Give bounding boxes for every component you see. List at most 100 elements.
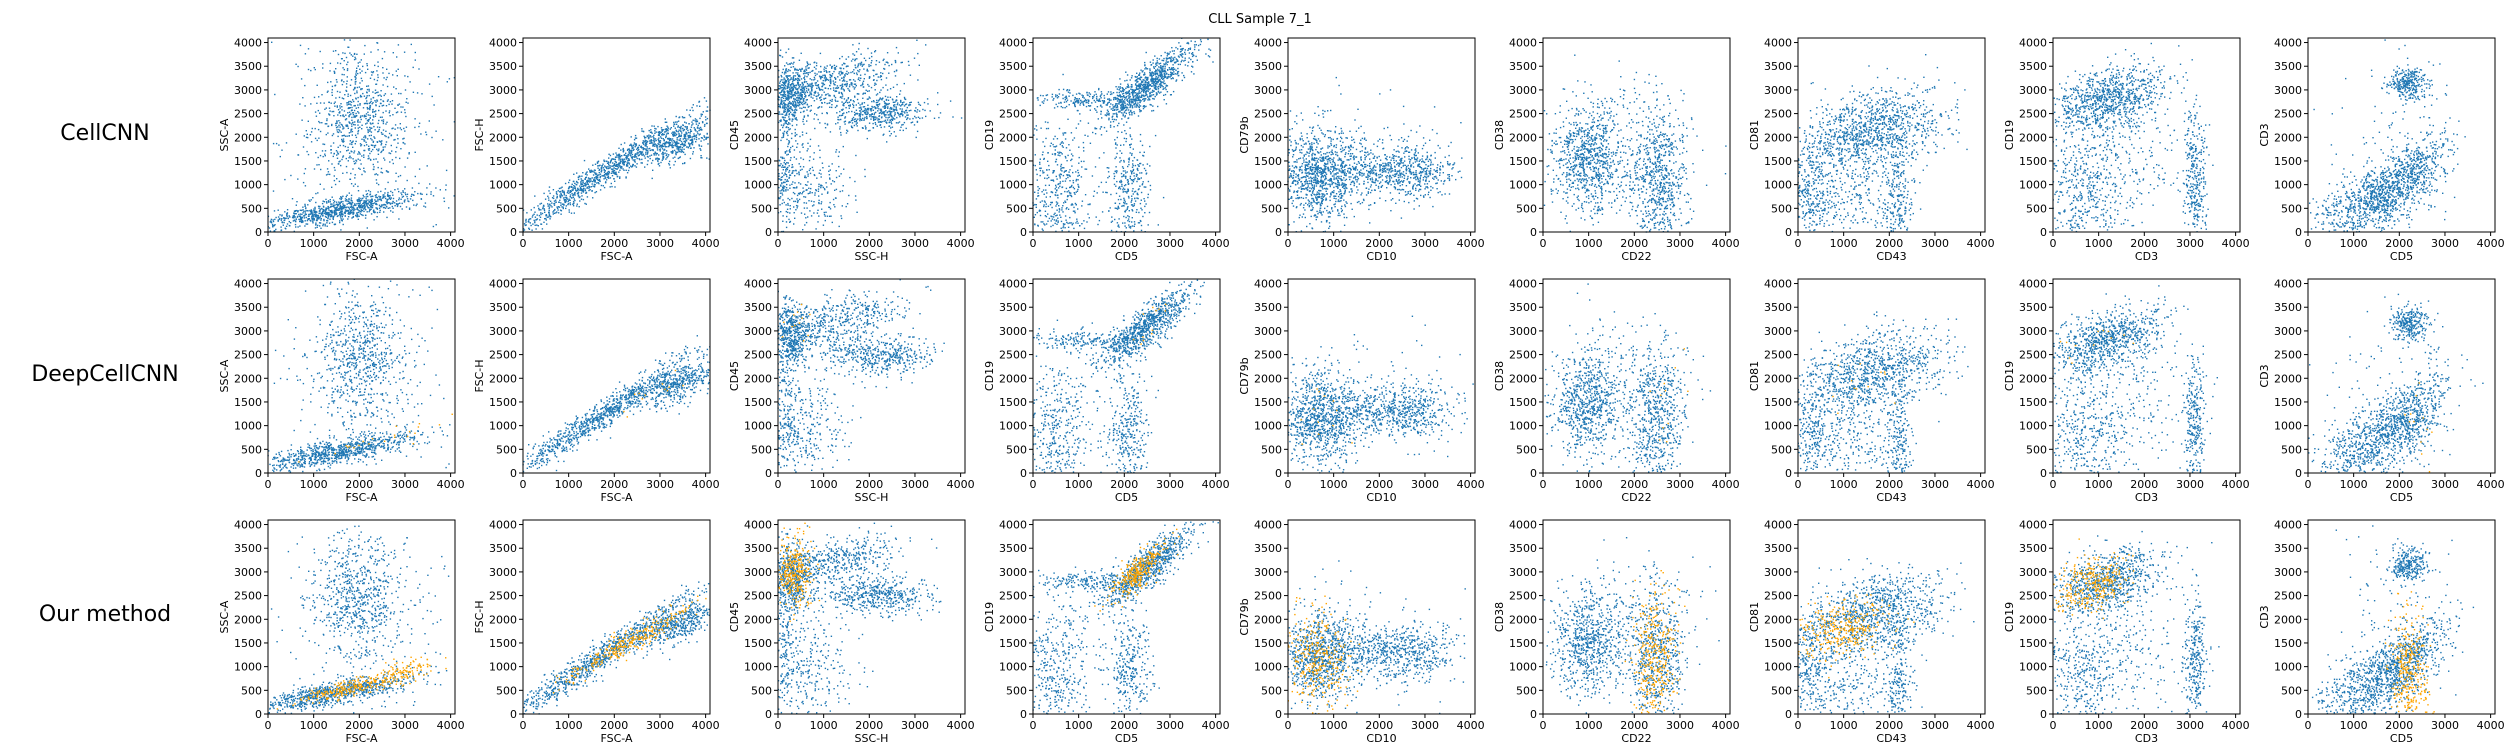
data-point [344,94,345,95]
panel-grid: 0 1000 2000 3000 400005001000150020002500300… [218,37,2505,745]
data-point [383,207,384,208]
data-point [445,189,446,190]
data-point [335,184,336,185]
data-point [389,207,390,208]
data-point [308,216,309,217]
data-point [404,166,405,167]
data-point [353,161,354,162]
data-point [380,210,381,211]
data-point [295,226,296,227]
data-point [370,107,371,108]
data-point [334,170,335,171]
data-point [440,189,441,190]
data-point [287,216,288,217]
data-point [531,230,532,231]
data-point [326,123,327,124]
data-point [273,221,274,222]
data-point [351,79,352,80]
data-point [348,102,349,103]
data-point [549,186,550,187]
data-point [324,154,325,155]
data-point [334,167,335,168]
data-point [389,152,390,153]
data-point [360,211,361,212]
data-point [348,149,349,150]
data-point [373,71,374,72]
data-point [337,91,338,92]
data-point [378,184,379,185]
x-tick-label: 2000 [345,237,373,250]
data-point [385,188,386,189]
data-point [314,97,315,98]
data-point [432,96,433,97]
data-point [394,189,395,190]
data-point [323,201,324,202]
data-point [355,127,356,128]
data-point [338,132,339,133]
y-tick-label: 1500 [234,155,262,168]
data-point [358,119,359,120]
data-point [593,174,594,175]
data-point [315,138,316,139]
data-point [398,199,399,200]
data-point [352,112,353,113]
data-point [363,202,364,203]
data-point [320,131,321,132]
data-point [340,151,341,152]
data-point [347,203,348,204]
data-point [351,151,352,152]
data-point [342,218,343,219]
data-point [351,107,352,108]
data-point [351,144,352,145]
data-point [356,203,357,204]
data-point [392,100,393,101]
data-point [366,100,367,101]
data-point [343,145,344,146]
data-point [347,70,348,71]
data-point [326,134,327,135]
data-point [348,107,349,108]
data-point [359,62,360,63]
data-point [383,123,384,124]
data-point [359,127,360,128]
data-point [351,202,352,203]
data-point [352,141,353,142]
data-point [534,212,535,213]
data-point [392,114,393,115]
data-point [358,201,359,202]
data-point [327,132,328,133]
data-point [289,221,290,222]
data-point [407,198,408,199]
y-tick-label: 3500 [234,60,262,73]
data-point [401,194,402,195]
data-point [368,190,369,191]
data-point [356,70,357,71]
data-point [389,197,390,198]
data-point [382,117,383,118]
data-point [326,222,327,223]
data-point [404,143,405,144]
data-point [322,211,323,212]
data-point [366,127,367,128]
data-point [334,205,335,206]
data-point [315,208,316,209]
data-point [346,172,347,173]
data-point [400,123,401,124]
data-point [348,198,349,199]
data-point [352,134,353,135]
data-point [338,204,339,205]
data-point [383,211,384,212]
data-point [321,213,322,214]
data-point [311,141,312,142]
data-point [594,177,595,178]
data-point [273,143,274,144]
data-point [319,213,320,214]
data-point [398,69,399,70]
data-point [330,149,331,150]
data-point [351,195,352,196]
data-point [361,78,362,79]
data-point [381,168,382,169]
data-point [329,214,330,215]
data-point [397,134,398,135]
data-point [365,198,366,199]
